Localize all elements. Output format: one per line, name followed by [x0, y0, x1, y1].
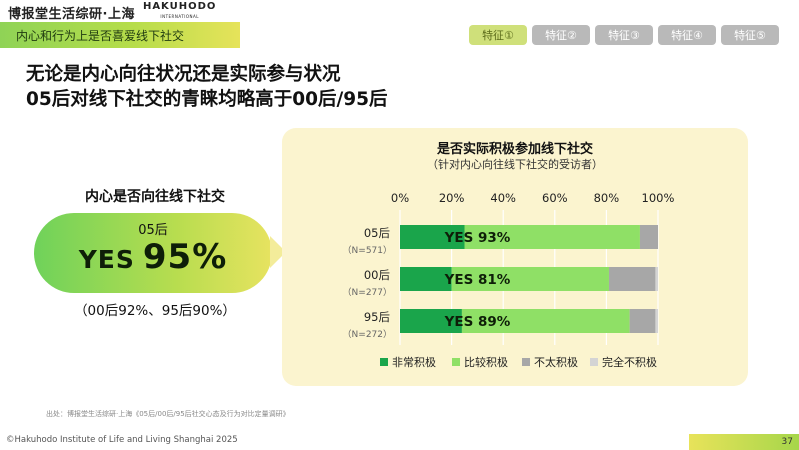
chart-title: 是否实际积极参加线下社交 [436, 142, 593, 157]
brand-header: 博报堂生活综研·上海 HAKUHODO INTERNATIONAL [8, 2, 216, 22]
tab-feature-5[interactable]: 特征⑤ [721, 25, 779, 45]
bar-segment [608, 267, 656, 291]
bar-segment [639, 225, 658, 249]
pill-group-label: 05后 [138, 223, 168, 238]
category-sample-size: （N=571） [343, 245, 392, 256]
data-label: YES 93% [444, 230, 511, 246]
legend-swatch [590, 358, 598, 366]
bar-segment [451, 267, 609, 291]
legend-swatch [452, 358, 460, 366]
footer: ©Hakuhodo Institute of Life and Living S… [0, 428, 799, 450]
x-tick-label: 60% [542, 191, 568, 205]
tab-feature-4[interactable]: 特征④ [658, 25, 716, 45]
x-tick-label: 40% [490, 191, 516, 205]
tab-feature-3[interactable]: 特征③ [595, 25, 653, 45]
copyright: ©Hakuhodo Institute of Life and Living S… [6, 435, 238, 445]
pill-yes-label: YES [78, 245, 135, 274]
chart-panel: 是否实际积极参加线下社交 （针对内心向往线下社交的受访者） 0% 20% 40% 60… [282, 128, 748, 386]
legend-swatch [522, 358, 530, 366]
x-tick-label: 80% [594, 191, 620, 205]
section-banner: 内心和行为上是否喜爱线下社交 [0, 22, 240, 48]
tab-feature-2[interactable]: 特征② [532, 25, 590, 45]
chart-subtitle: （针对内心向往线下社交的受访者） [427, 158, 603, 171]
legend-label: 不太积极 [534, 355, 578, 369]
category-sample-size: （N=272） [343, 329, 392, 340]
tab-feature-1[interactable]: 特征① [469, 25, 527, 45]
data-label: YES 89% [444, 314, 511, 330]
legend-swatch [380, 358, 388, 366]
legend-label: 完全不积极 [602, 355, 657, 369]
x-tick-label: 20% [439, 191, 465, 205]
pill-value: YES 95% [34, 237, 272, 277]
category-sample-size: （N=277） [343, 287, 392, 298]
category-label: 95后 [364, 310, 390, 324]
data-label: YES 81% [444, 272, 511, 288]
feature-tabs: 特征① 特征② 特征③ 特征④ 特征⑤ [469, 25, 779, 45]
bar-segment [629, 309, 656, 333]
bar-segment [461, 309, 630, 333]
bar-segment [400, 225, 465, 249]
yes-pill: 05后 YES 95% [34, 213, 272, 293]
bar-segment [655, 267, 658, 291]
hakuhodo-logo: HAKUHODO INTERNATIONAL [142, 1, 217, 20]
brand-name: 博报堂生活综研·上海 [8, 6, 135, 22]
left-panel-title: 内心是否向往线下社交 [85, 189, 225, 205]
x-tick-label: 0% [391, 191, 409, 205]
bar-segment [464, 225, 640, 249]
pill-percent: 95% [142, 237, 228, 277]
stacked-bar-chart: 0% 20% 40% 60% 80% 100% 05后 （N=571） YES 93% 00后 （N… [343, 191, 675, 369]
category-label: 05后 [364, 226, 390, 240]
headline-line-2: 05后对线下社交的青睐均略高于00后/95后 [26, 89, 388, 110]
headline-line-1: 无论是内心向往状况还是实际参与状况 [26, 64, 341, 85]
page-number: 37 [689, 434, 799, 450]
legend-label: 非常积极 [392, 355, 436, 369]
category-label: 00后 [364, 268, 390, 282]
source-note: 出处：博报堂生活综研·上海《05后/00后/95后社交心态及行为对比定量调研》 [46, 410, 290, 418]
x-tick-label: 100% [642, 191, 675, 205]
page-headline: 无论是内心向往状况还是实际参与状况 05后对线下社交的青睐均略高于00后/95后 [26, 62, 388, 112]
bar-segment [400, 309, 462, 333]
bar-segment [400, 267, 452, 291]
left-panel-note: （00后92%、95后90%） [74, 303, 236, 319]
legend-label: 比较积极 [464, 355, 508, 369]
bar-segment [655, 309, 658, 333]
